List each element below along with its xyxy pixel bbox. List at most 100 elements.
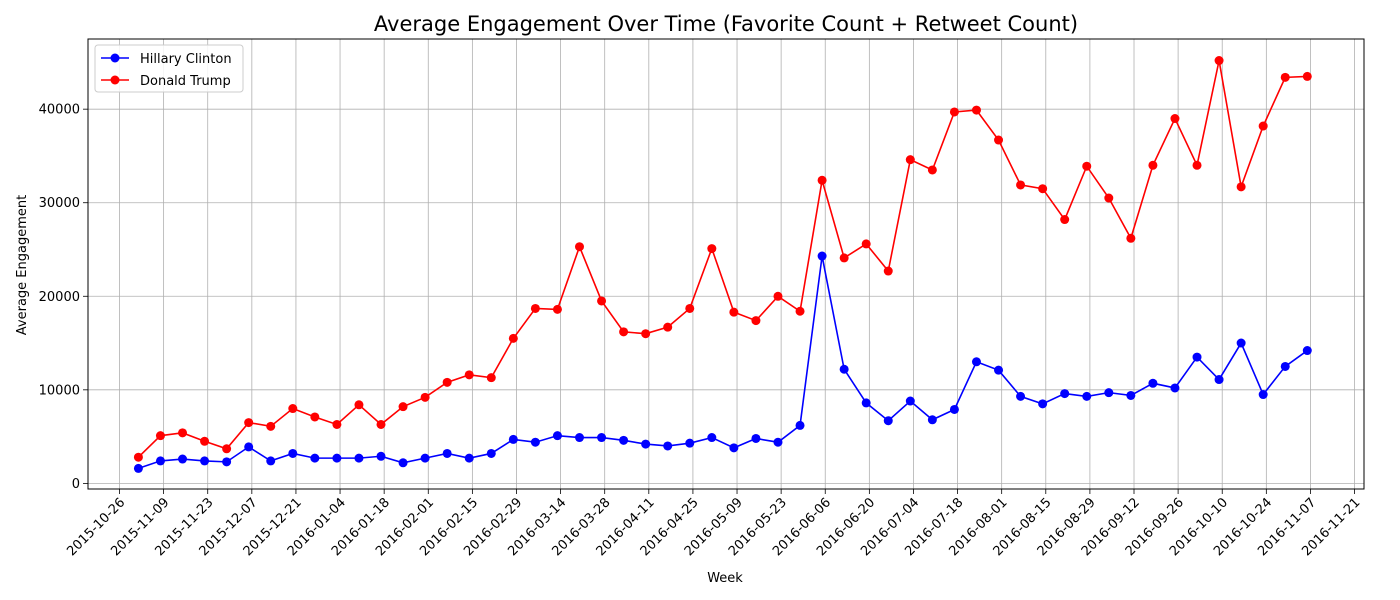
donald-trump-point [508,333,518,343]
donald-trump-point [773,291,783,301]
donald-trump-point [883,266,893,276]
donald-trump-point [376,419,386,429]
donald-trump-point [839,253,849,263]
donald-trump-point [178,428,188,438]
donald-trump-point [1280,72,1290,82]
hillary-clinton-line [138,255,1308,470]
hillary-clinton-point [817,251,827,261]
donald-trump-point [1104,193,1114,203]
donald-trump-point [222,444,232,454]
hillary-clinton-point [420,453,430,463]
hillary-clinton-point [619,435,629,445]
hillary-clinton-point [376,451,386,461]
hillary-clinton-point [1170,383,1180,393]
donald-trump-point [464,370,474,380]
hillary-clinton-point [222,457,232,467]
donald-trump-point [729,307,739,317]
donald-trump-point [552,304,562,314]
donald-trump-point [994,135,1004,145]
donald-trump-point [442,377,452,387]
donald-trump-point [619,327,629,337]
donald-trump-point [354,400,364,410]
donald-trump-point [971,105,981,115]
y-axis-label: Average Engagement [15,195,30,335]
hillary-clinton-point [927,415,937,425]
donald-trump-point [155,431,165,441]
hillary-clinton-point [1214,375,1224,385]
donald-trump-point [200,436,210,446]
hillary-clinton-point [486,448,496,458]
hillary-clinton-point [1280,361,1290,371]
x-axis: 2015-10-262015-11-092015-11-232015-12-07… [64,489,1363,559]
donald-trump-point [1214,56,1224,66]
y-axis: 0 10000 20000 30000 40000 [39,103,88,492]
hillary-clinton-point [597,433,607,443]
hillary-clinton-point [1082,391,1092,401]
hillary-clinton-point [1302,346,1312,356]
donald-trump-point [420,392,430,402]
legend-box [94,44,244,93]
donald-trump-point [332,419,342,429]
hillary-clinton-point [1104,388,1114,398]
hillary-clinton-point [1148,378,1158,388]
grid [88,39,1364,489]
donald-trump-point [641,329,651,339]
x-axis-label: Week [707,571,743,586]
hillary-clinton-point [949,404,959,414]
donald-trump-point [1126,233,1136,243]
legend-hillary-clinton-label: Hillary Clinton [140,52,232,67]
donald-trump-point [1236,182,1246,192]
donald-trump-point [530,303,540,313]
donald-trump-point [398,402,408,412]
donald-trump-point [1038,184,1048,194]
donald-trump-point [1258,121,1268,131]
hillary-clinton-point [508,434,518,444]
hillary-clinton-point [707,433,717,443]
hillary-clinton-point [1060,389,1070,399]
hillary-clinton-point [288,448,298,458]
hillary-clinton-point [1016,391,1026,401]
hillary-clinton-point [795,420,805,430]
donald-trump-point [486,373,496,383]
hillary-clinton-point [663,441,673,451]
hillary-clinton-point [1126,390,1136,400]
donald-trump-point [795,306,805,316]
hillary-clinton-point [354,453,364,463]
hillary-clinton-point [839,364,849,374]
hillary-clinton-point [1258,390,1268,400]
donald-trump-point [905,155,915,165]
donald-trump-point [949,107,959,117]
legend-donald-trump-marker [110,75,120,85]
hillary-clinton-point [133,463,143,473]
hillary-clinton-point [905,396,915,406]
legend: Hillary Clinton Donald Trump [94,44,244,93]
hillary-clinton-point [178,454,188,464]
donald-trump-point [597,296,607,306]
hillary-clinton-point [1236,338,1246,348]
hillary-clinton-point [685,438,695,448]
donald-trump-point [927,165,937,175]
donald-trump-point [1082,161,1092,171]
hillary-clinton-point [310,453,320,463]
donald-trump-point [1302,71,1312,81]
y-tick-label: 10000 [39,383,80,398]
hillary-clinton-point [751,433,761,443]
chart-title: Average Engagement Over Time (Favorite C… [374,12,1078,36]
hillary-clinton-point [398,458,408,468]
hillary-clinton-point [530,437,540,447]
hillary-clinton-point [1038,399,1048,409]
series-lines [133,56,1312,473]
donald-trump-point [817,175,827,185]
hillary-clinton-point [773,437,783,447]
plot-frame [87,38,1365,490]
hillary-clinton-point [200,456,210,466]
donald-trump-point [310,412,320,422]
y-tick-label: 40000 [39,103,80,118]
donald-trump-point [574,242,584,252]
donald-trump-point [707,244,717,254]
donald-trump-point [685,303,695,313]
hillary-clinton-point [464,453,474,463]
y-tick-label: 0 [72,477,80,492]
hillary-clinton-point [244,442,254,452]
